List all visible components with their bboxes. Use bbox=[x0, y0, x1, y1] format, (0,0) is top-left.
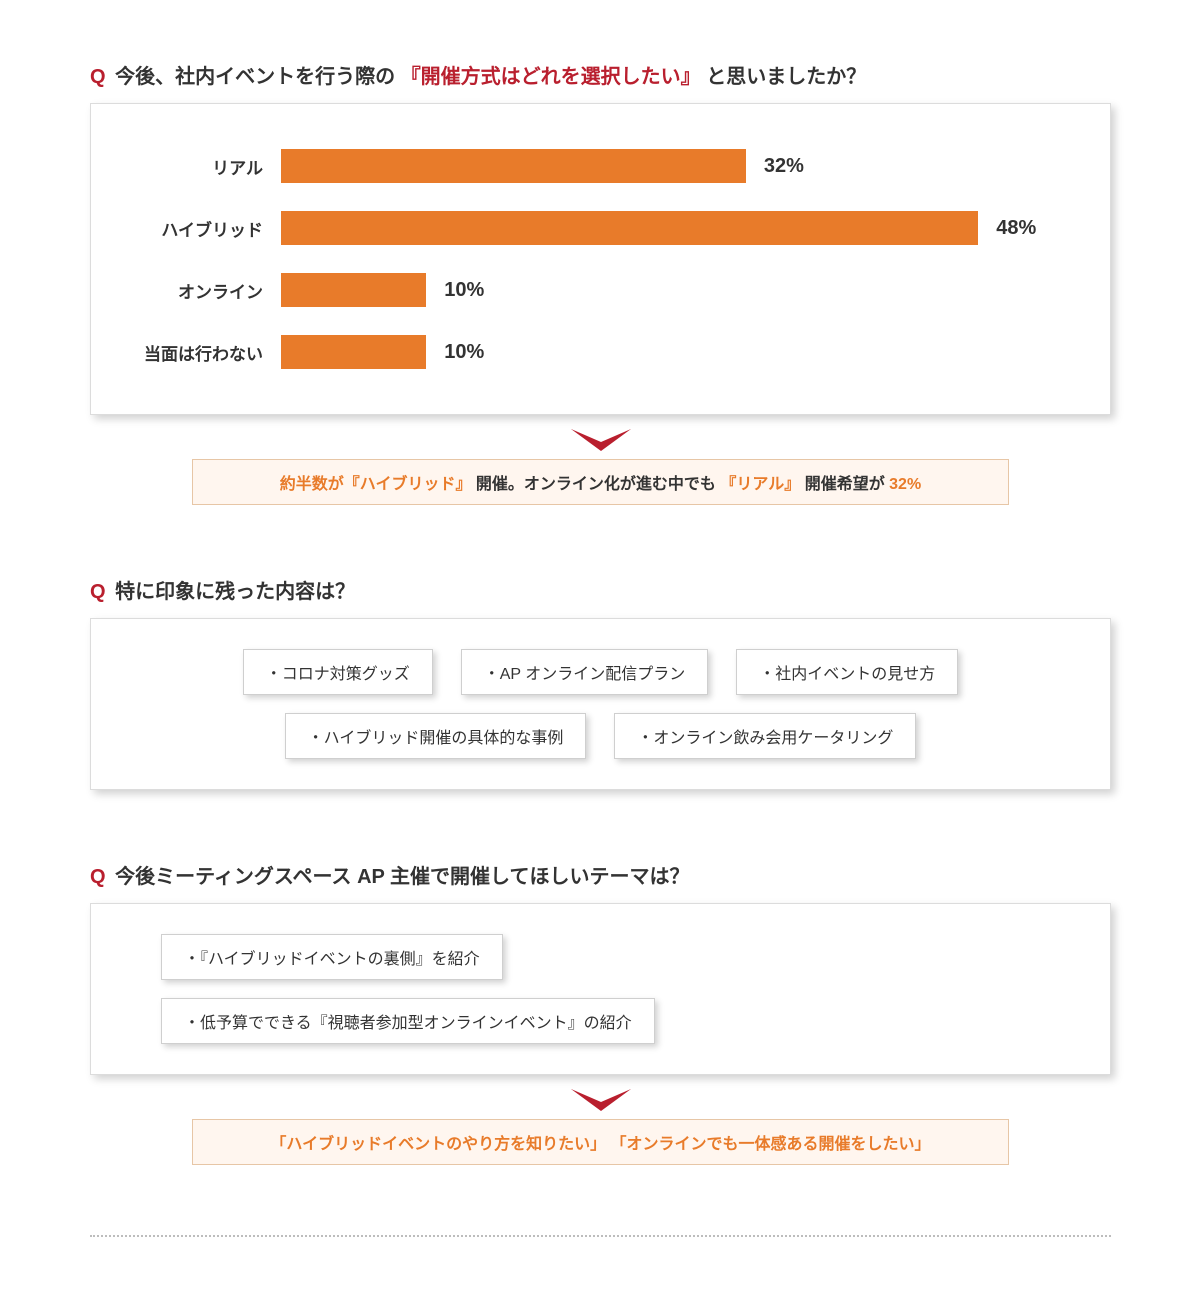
question-title-3: Q 今後ミーティングスペース AP 主催で開催してほしいテーマは？ bbox=[90, 860, 1111, 889]
section-impressions: Q 特に印象に残った内容は？ ・コロナ対策グッズ・AP オンライン配信プラン・社… bbox=[90, 575, 1111, 790]
bar-fill bbox=[281, 273, 426, 307]
list-item: ・社内イベントの見せ方 bbox=[736, 649, 958, 695]
list-item: ・コロナ対策グッズ bbox=[243, 649, 433, 695]
bar-label: ハイブリッド bbox=[121, 216, 281, 241]
title-emphasis: 『開催方式はどれを選択したい』 bbox=[401, 66, 701, 88]
title-pre: 今後、社内イベントを行う際の bbox=[115, 66, 395, 88]
bar-value-label: 32% bbox=[764, 155, 804, 178]
section-format-preference: Q 今後、社内イベントを行う際の 『開催方式はどれを選択したい』 と思いましたか… bbox=[90, 60, 1111, 505]
bar-row: ハイブリッド 48% bbox=[121, 204, 1080, 252]
callout-highlight: 『リアル』 bbox=[720, 476, 800, 493]
bar-label: オンライン bbox=[121, 278, 281, 303]
bar-track: 10% bbox=[281, 273, 1080, 307]
bar-value-label: 10% bbox=[444, 341, 484, 364]
dotted-divider bbox=[90, 1235, 1111, 1237]
bar-row: 当面は行わない 10% bbox=[121, 328, 1080, 376]
question-title-1: Q 今後、社内イベントを行う際の 『開催方式はどれを選択したい』 と思いましたか… bbox=[90, 60, 1111, 89]
bar-fill bbox=[281, 211, 978, 245]
question-title-2: Q 特に印象に残った内容は？ bbox=[90, 575, 1111, 604]
bar-row: リアル 32% bbox=[121, 142, 1080, 190]
q-mark: Q bbox=[90, 866, 106, 888]
themes-list: ・『ハイブリッドイベントの裏側』を紹介・低予算でできる『視聴者参加型オンラインイ… bbox=[121, 928, 1080, 1050]
callout-text: 開催希望が bbox=[805, 476, 885, 493]
bar-value-label: 10% bbox=[444, 279, 484, 302]
bar-track: 48% bbox=[281, 211, 1080, 245]
q-mark: Q bbox=[90, 66, 106, 88]
section-future-themes: Q 今後ミーティングスペース AP 主催で開催してほしいテーマは？ ・『ハイブリ… bbox=[90, 860, 1111, 1165]
callout-text: 「ハイブリッドイベントのやり方を知りたい」 「オンラインでも一体感ある開催をした… bbox=[270, 1136, 930, 1153]
impressions-panel: ・コロナ対策グッズ・AP オンライン配信プラン・社内イベントの見せ方・ハイブリッ… bbox=[90, 618, 1111, 790]
list-item: ・ハイブリッド開催の具体的な事例 bbox=[285, 713, 587, 759]
bar-chart: リアル 32% ハイブリッド 48% オンライン 10% 当面は行わない 10% bbox=[121, 142, 1080, 376]
bar-label: 当面は行わない bbox=[121, 340, 281, 365]
down-arrow-icon bbox=[571, 1089, 631, 1111]
callout-highlight: 32% bbox=[889, 476, 921, 493]
callout-1: 約半数が『ハイブリッド』 開催。オンライン化が進む中でも 『リアル』 開催希望が… bbox=[192, 459, 1009, 505]
bar-track: 10% bbox=[281, 335, 1080, 369]
themes-panel: ・『ハイブリッドイベントの裏側』を紹介・低予算でできる『視聴者参加型オンラインイ… bbox=[90, 903, 1111, 1075]
list-item: ・低予算でできる『視聴者参加型オンラインイベント』の紹介 bbox=[161, 998, 655, 1044]
title-text: 今後ミーティングスペース AP 主催で開催してほしいテーマは？ bbox=[115, 866, 689, 888]
list-item: ・『ハイブリッドイベントの裏側』を紹介 bbox=[161, 934, 503, 980]
title-text: 特に印象に残った内容は？ bbox=[115, 581, 355, 603]
list-item: ・AP オンライン配信プラン bbox=[461, 649, 709, 695]
bar-chart-panel: リアル 32% ハイブリッド 48% オンライン 10% 当面は行わない 10% bbox=[90, 103, 1111, 415]
bar-value-label: 48% bbox=[996, 217, 1036, 240]
down-arrow-icon bbox=[571, 429, 631, 451]
callout-highlight: 約半数が『ハイブリッド』 bbox=[280, 476, 472, 493]
q-mark: Q bbox=[90, 581, 106, 603]
impressions-list: ・コロナ対策グッズ・AP オンライン配信プラン・社内イベントの見せ方・ハイブリッ… bbox=[121, 643, 1080, 765]
bar-fill bbox=[281, 149, 746, 183]
list-item: ・オンライン飲み会用ケータリング bbox=[614, 713, 916, 759]
bar-label: リアル bbox=[121, 154, 281, 179]
title-post: と思いましたか？ bbox=[706, 66, 866, 88]
callout-2: 「ハイブリッドイベントのやり方を知りたい」 「オンラインでも一体感ある開催をした… bbox=[192, 1119, 1009, 1165]
bar-fill bbox=[281, 335, 426, 369]
callout-text: 開催。オンライン化が進む中でも bbox=[476, 476, 716, 493]
bar-track: 32% bbox=[281, 149, 1080, 183]
bar-row: オンライン 10% bbox=[121, 266, 1080, 314]
